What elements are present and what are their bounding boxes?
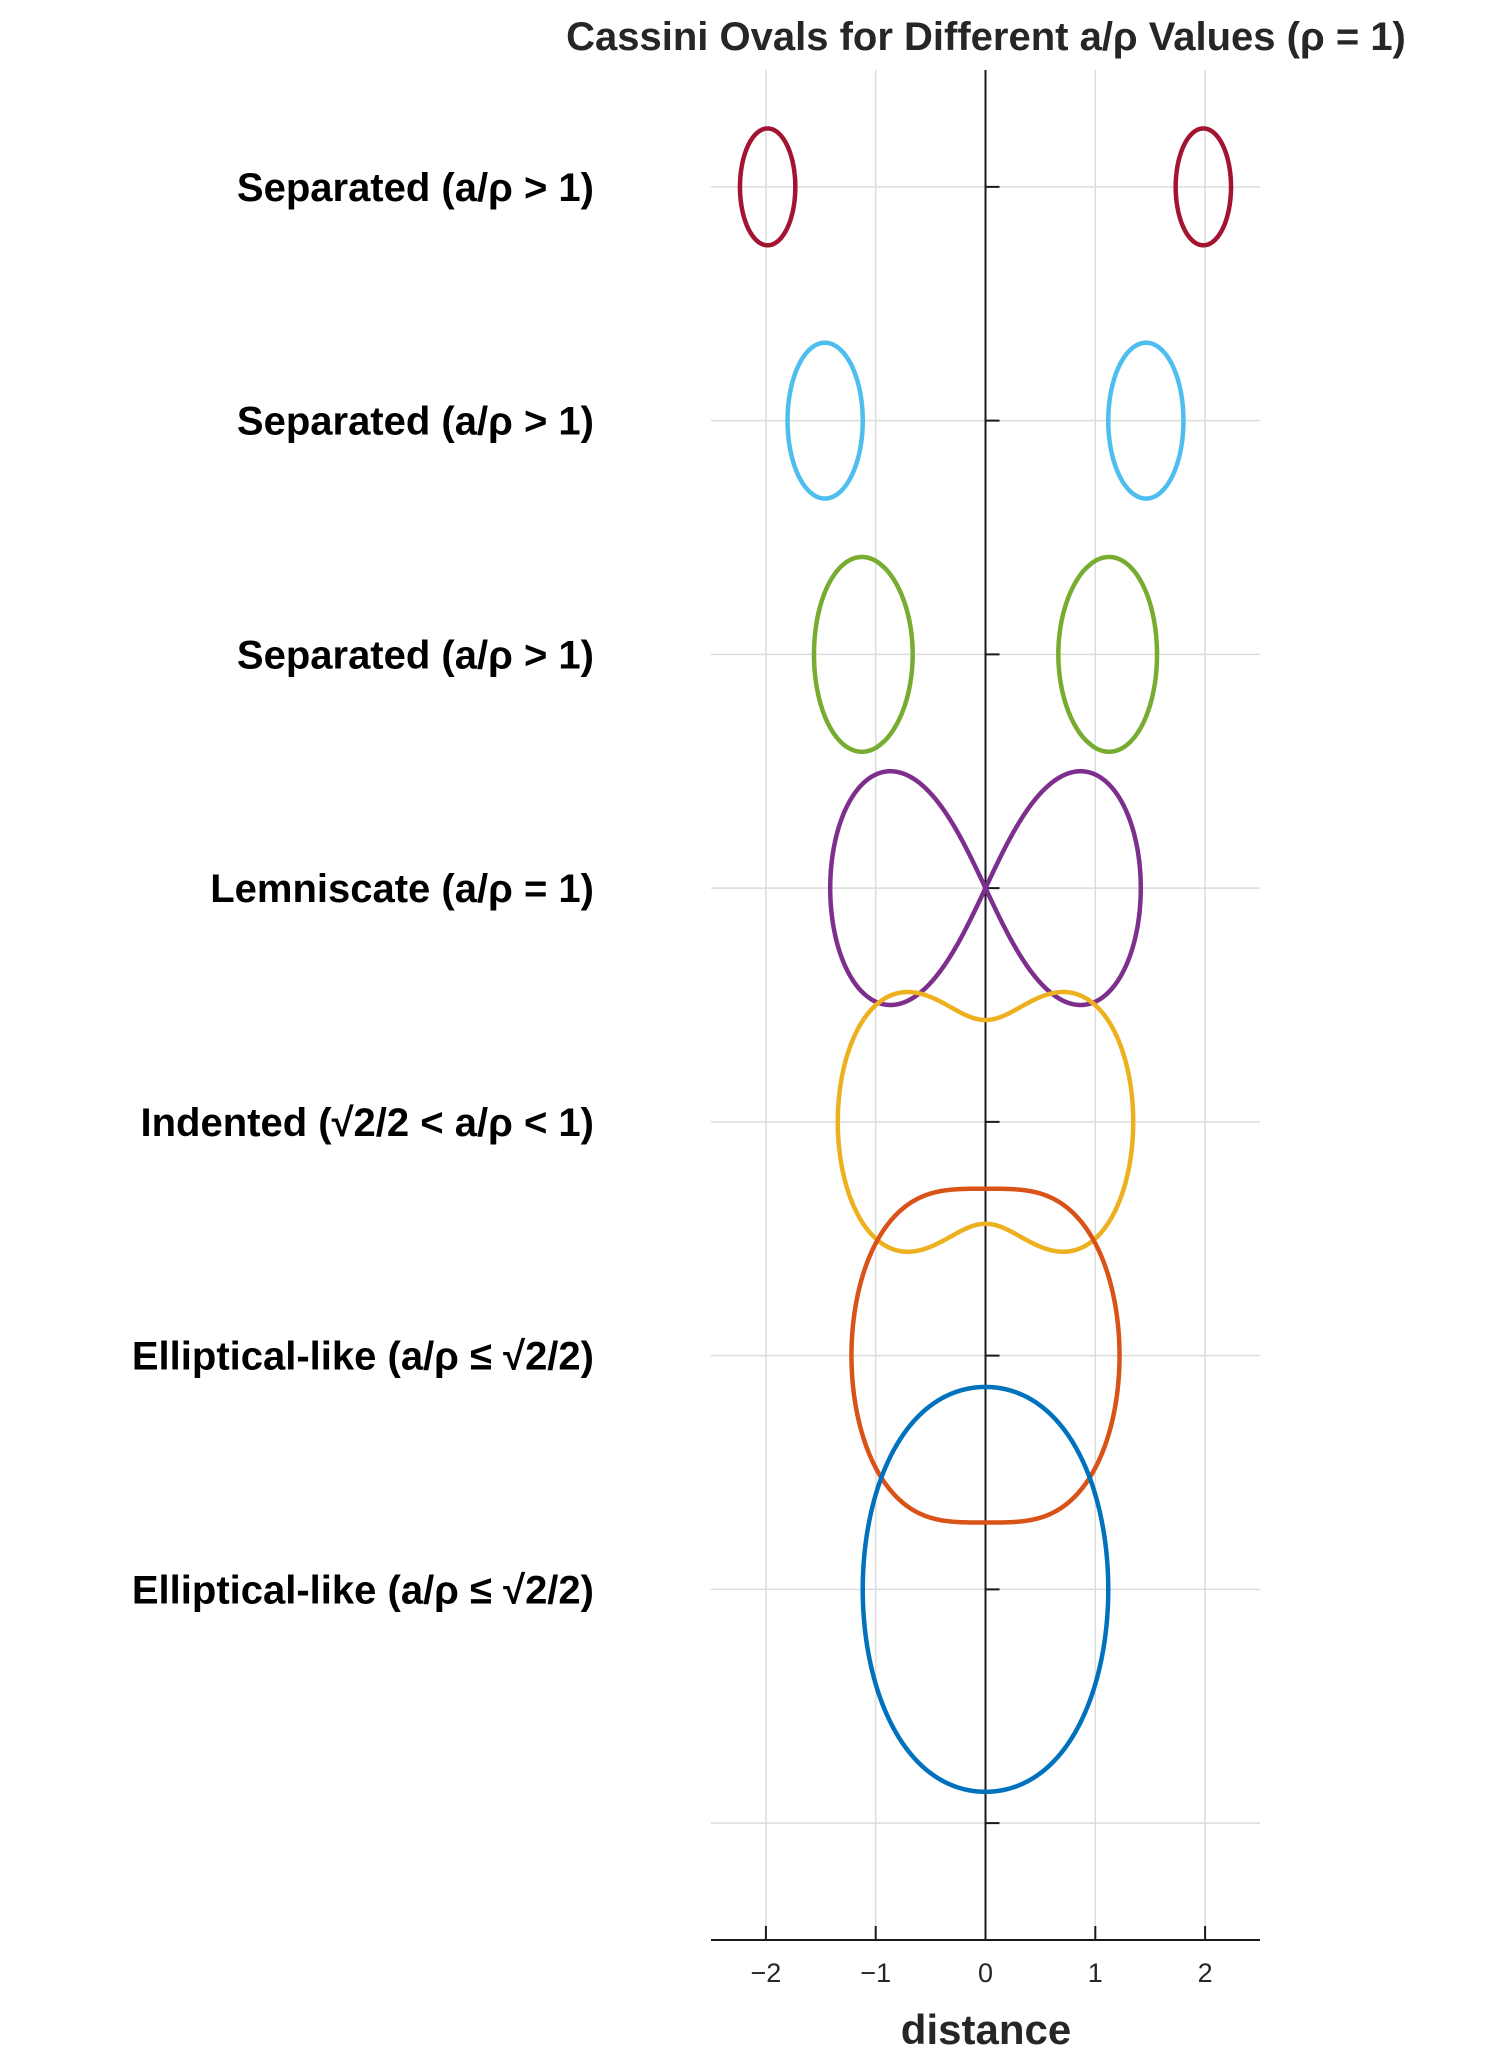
oval-curve [1173, 126, 1234, 248]
oval-curve [849, 1186, 1122, 1525]
x-tick-labels: −2 −1 0 1 2 [751, 1958, 1213, 1988]
oval-curve [1056, 554, 1160, 755]
x-tick-label: 0 [978, 1958, 993, 1988]
row-label: Indented (√2/2 < a/ρ < 1) [141, 1101, 595, 1145]
row-label: Separated (a/ρ > 1) [237, 633, 594, 677]
row-label: Separated (a/ρ > 1) [237, 400, 594, 444]
chart-title: Cassini Ovals for Different a/ρ Values (… [566, 15, 1406, 59]
curves-layer [737, 126, 1234, 1795]
x-tick-label: −2 [751, 1958, 782, 1988]
row-label: Elliptical-like (a/ρ ≤ √2/2) [132, 1335, 594, 1379]
row-labels: Separated (a/ρ > 1) Separated (a/ρ > 1) Se… [132, 166, 594, 1613]
row-label: Lemniscate (a/ρ = 1) [210, 867, 594, 911]
oval-curve [1106, 340, 1186, 501]
x-tick-label: 1 [1088, 1958, 1103, 1988]
x-tick-label: −1 [860, 1958, 891, 1988]
oval-curve [785, 340, 865, 501]
row-label: Separated (a/ρ > 1) [237, 166, 594, 210]
oval-curve [827, 769, 988, 1008]
row-label: Elliptical-like (a/ρ ≤ √2/2) [132, 1568, 594, 1612]
oval-curve [811, 554, 915, 755]
oval-curve [860, 1384, 1111, 1795]
x-axis-label: distance [901, 2006, 1071, 2053]
oval-curve [983, 769, 1144, 1008]
oval-curve [737, 126, 798, 248]
oval-curve [835, 989, 1136, 1254]
x-tick-label: 2 [1198, 1958, 1213, 1988]
axes-layer [711, 70, 1260, 1941]
